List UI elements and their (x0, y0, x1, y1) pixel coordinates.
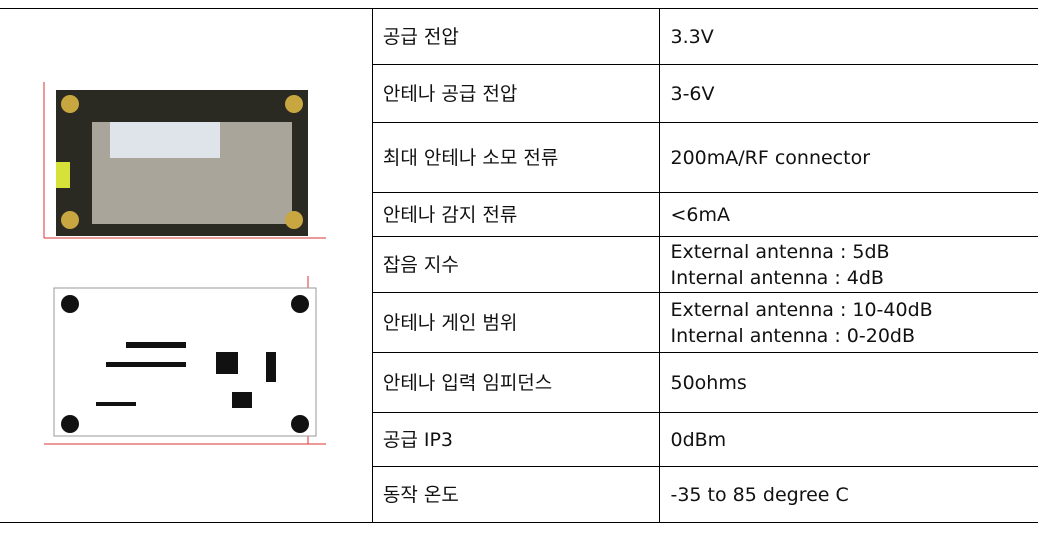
table-row: 안테나 게인 범위 External antenna : 10-40dB Inter… (0, 292, 1038, 353)
table-body: 공급 전압 3.3V 안테나 공급 전압 3-6V 최대 안테나 소모 전류 200mA/… (0, 8, 1038, 523)
module-photo (43, 82, 326, 445)
value-line: 50ohms (670, 371, 747, 394)
table-row: 안테나 입력 임피던스 50ohms (0, 352, 1038, 413)
spec-value: <6mA (659, 192, 1038, 237)
value-line: Internal antenna : 4dB (670, 266, 884, 289)
spec-value: 50ohms (659, 352, 1038, 413)
spec-value: External antenna : 10-40dB Internal anten… (659, 292, 1038, 353)
spec-value: 3-6V (659, 64, 1038, 123)
table-row: 안테나 감지 전류 <6mA (0, 192, 1038, 237)
value-line: 200mA/RF connector (670, 146, 871, 169)
value-line: External antenna : 10-40dB (670, 298, 933, 321)
spec-label: 최대 안테나 소모 전류 (371, 122, 661, 193)
value-line: Internal antenna : 0-20dB (670, 324, 915, 347)
spec-label: 안테나 공급 전압 (371, 64, 661, 123)
spec-label: 안테나 게인 범위 (371, 292, 661, 353)
table-row: 잡음 지수 External antenna : 5dB Internal ante… (0, 236, 1038, 293)
spec-label: 공급 전압 (371, 8, 661, 65)
table-row: 공급 전압 3.3V (0, 8, 1038, 523)
spec-label: 잡음 지수 (371, 236, 661, 293)
spec-label: 동작 온도 (371, 466, 661, 523)
spec-value: 200mA/RF connector (659, 122, 1038, 193)
spec-value: 0dBm (659, 412, 1038, 467)
spec-label: 안테나 입력 임피던스 (371, 352, 661, 413)
spec-label: 공급 IP3 (371, 412, 661, 467)
value-line: External antenna : 5dB (670, 240, 890, 263)
table-row: 동작 온도 -35 to 85 degree C (0, 466, 1038, 523)
value-line: 3.3V (670, 25, 714, 48)
spec-value: 3.3V (659, 8, 1038, 65)
value-line: <6mA (670, 203, 730, 226)
spec-label: 안테나 감지 전류 (371, 192, 661, 237)
spec-table: 공급 전압 3.3V 안테나 공급 전압 3-6V 최대 안테나 소모 전류 200mA/… (0, 8, 1038, 523)
table-row: 공급 IP3 0dBm (0, 412, 1038, 467)
value-line: 0dBm (670, 428, 727, 451)
table-row: 안테나 공급 전압 3-6V (0, 64, 1038, 123)
value-line: -35 to 85 degree C (670, 483, 849, 506)
image-cell (0, 8, 373, 523)
table-row: 최대 안테나 소모 전류 200mA/RF connector (0, 122, 1038, 193)
spec-value: External antenna : 5dB Internal antenna :… (659, 236, 1038, 293)
value-line: 3-6V (670, 82, 715, 105)
spec-value: -35 to 85 degree C (659, 466, 1038, 523)
